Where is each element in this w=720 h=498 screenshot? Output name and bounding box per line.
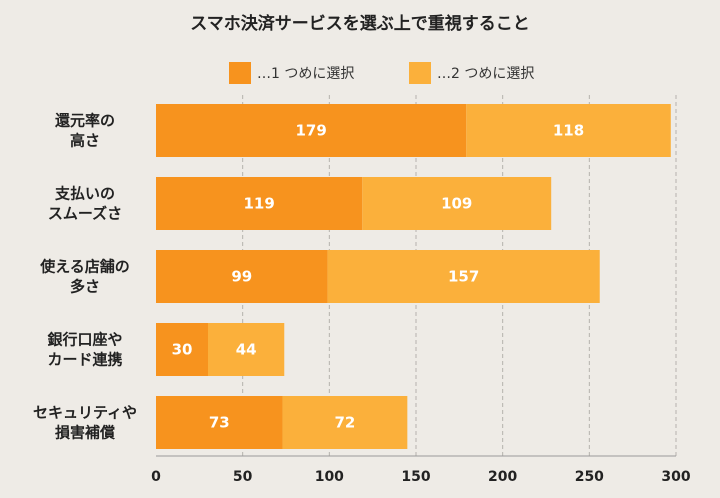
- bar-series-2: [466, 104, 671, 157]
- x-tick-label: 250: [575, 469, 604, 485]
- bar-value-label: 118: [553, 122, 584, 140]
- legend-swatch-series-2: [409, 62, 431, 84]
- chart-title: スマホ決済サービスを選ぶ上で重視すること: [190, 13, 530, 34]
- bar-series-2: [208, 323, 285, 376]
- bar-series-1: [156, 396, 283, 449]
- bar-value-label: 30: [172, 341, 193, 359]
- bar-series-1: [156, 323, 208, 376]
- category-labels: 還元率の高さ支払いのスムーズさ使える店舗の多さ銀行口座やカード連携セキュリティや…: [33, 112, 137, 442]
- bar-value-label: 99: [231, 268, 252, 286]
- bar-value-label: 44: [236, 341, 257, 359]
- bar-series-2: [327, 250, 600, 303]
- bar-value-label: 157: [448, 268, 479, 286]
- bar-series-2: [362, 177, 552, 230]
- x-tick-label: 0: [151, 469, 161, 485]
- x-tick-labels: 0 50 100 150 200 250 300: [151, 469, 691, 485]
- category-label: 支払いのスムーズさ: [48, 185, 122, 223]
- bar-series-1: [156, 177, 363, 230]
- x-tick-label: 50: [233, 469, 253, 485]
- x-tick-label: 100: [315, 469, 344, 485]
- bar-series-2: [282, 396, 408, 449]
- bar-series-1: [156, 250, 328, 303]
- bar-series-1: [156, 104, 467, 157]
- x-tick-label: 200: [488, 469, 517, 485]
- bar-value-label: 179: [295, 122, 326, 140]
- category-label: 使える店舗の多さ: [39, 258, 130, 296]
- bar-value-label: 73: [209, 414, 230, 432]
- category-label: 還元率の高さ: [55, 112, 115, 150]
- x-tick-label: 150: [401, 469, 430, 485]
- legend: …1 つめに選択 …2 つめに選択: [229, 62, 534, 84]
- category-label: セキュリティや損害補償: [33, 404, 137, 442]
- bars: 179 118 119 109 99 157 30 44 73 72: [156, 104, 671, 449]
- category-label: 銀行口座やカード連携: [47, 331, 122, 369]
- x-tick-label: 300: [661, 469, 690, 485]
- legend-label-series-2: …2 つめに選択: [437, 66, 534, 82]
- bar-value-label: 109: [441, 195, 472, 213]
- legend-label-series-1: …1 つめに選択: [257, 66, 354, 82]
- bar-value-label: 119: [243, 195, 274, 213]
- bar-value-label: 72: [334, 414, 355, 432]
- legend-swatch-series-1: [229, 62, 251, 84]
